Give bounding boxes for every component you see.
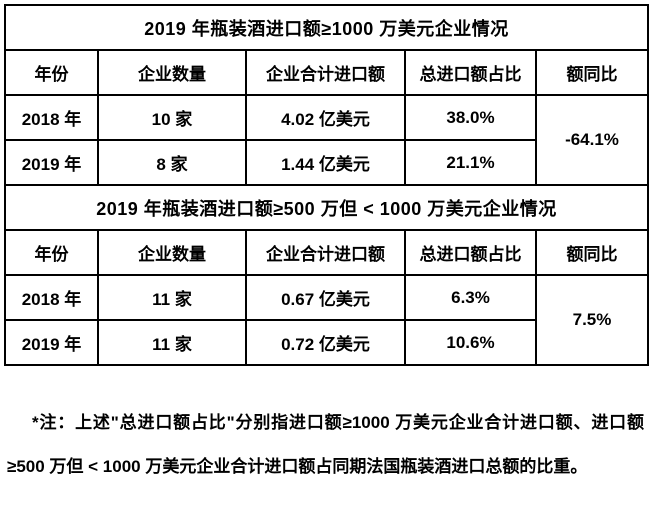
table1-header-total-import: 企业合计进口额 — [245, 49, 406, 96]
table1-2019-share: 21.1% — [404, 139, 537, 186]
footnote-text: *注：上述"总进口额占比"分别指进口额≥1000 万美元企业合计进口额、进口额≥… — [7, 413, 644, 476]
wine-import-table: 2019 年瓶装酒进口额≥1000 万美元企业情况 年份 企业数量 企业合计进口… — [4, 4, 649, 366]
table2-2018-amount: 0.67 亿美元 — [245, 274, 406, 321]
table2-2019-amount: 0.72 亿美元 — [245, 319, 406, 366]
table1-row-2018: 2018 年 10 家 4.02 亿美元 38.0% -64.1% — [4, 94, 649, 186]
table1-header-year: 年份 — [4, 49, 99, 96]
table2-yoy-value: 7.5% — [535, 274, 649, 366]
table2-header-year: 年份 — [4, 229, 99, 276]
table1-header-share: 总进口额占比 — [404, 49, 537, 96]
table2-2019-year: 2019 年 — [4, 319, 99, 366]
table2-2018-share: 6.3% — [404, 274, 537, 321]
table2-title: 2019 年瓶装酒进口额≥500 万但 < 1000 万美元企业情况 — [4, 184, 649, 231]
table1-2019-amount: 1.44 亿美元 — [245, 139, 406, 186]
table2-header-yoy: 额同比 — [535, 229, 649, 276]
table2-header-company-count: 企业数量 — [97, 229, 247, 276]
table1-title: 2019 年瓶装酒进口额≥1000 万美元企业情况 — [4, 4, 649, 51]
table1-header-yoy: 额同比 — [535, 49, 649, 96]
table1-header-company-count: 企业数量 — [97, 49, 247, 96]
table2-header-share: 总进口额占比 — [404, 229, 537, 276]
table1-2018-share: 38.0% — [404, 94, 537, 141]
table1-2018-count: 10 家 — [97, 94, 247, 141]
table2-2018-count: 11 家 — [97, 274, 247, 321]
table2-2019-count: 11 家 — [97, 319, 247, 366]
table2-row-2019: 2019 年 11 家 0.72 亿美元 10.6% — [4, 319, 648, 366]
table1-2019-year: 2019 年 — [4, 139, 99, 186]
table1-header-row: 年份 企业数量 企业合计进口额 总进口额占比 额同比 — [4, 49, 649, 96]
table2-header-total-import: 企业合计进口额 — [245, 229, 406, 276]
table1-2018-amount: 4.02 亿美元 — [245, 94, 406, 141]
table1-title-row: 2019 年瓶装酒进口额≥1000 万美元企业情况 — [4, 4, 649, 51]
table2-title-row: 2019 年瓶装酒进口额≥500 万但 < 1000 万美元企业情况 — [4, 184, 649, 231]
table1-row-2019: 2019 年 8 家 1.44 亿美元 21.1% — [4, 139, 648, 186]
table2-row-2018: 2018 年 11 家 0.67 亿美元 6.3% 7.5% — [4, 274, 649, 366]
table1-yoy-value: -64.1% — [535, 94, 649, 186]
table1-2018-year: 2018 年 — [4, 94, 99, 141]
table2-2019-share: 10.6% — [404, 319, 537, 366]
table1-2019-count: 8 家 — [97, 139, 247, 186]
table2-header-row: 年份 企业数量 企业合计进口额 总进口额占比 额同比 — [4, 229, 649, 276]
table2-2018-year: 2018 年 — [4, 274, 99, 321]
